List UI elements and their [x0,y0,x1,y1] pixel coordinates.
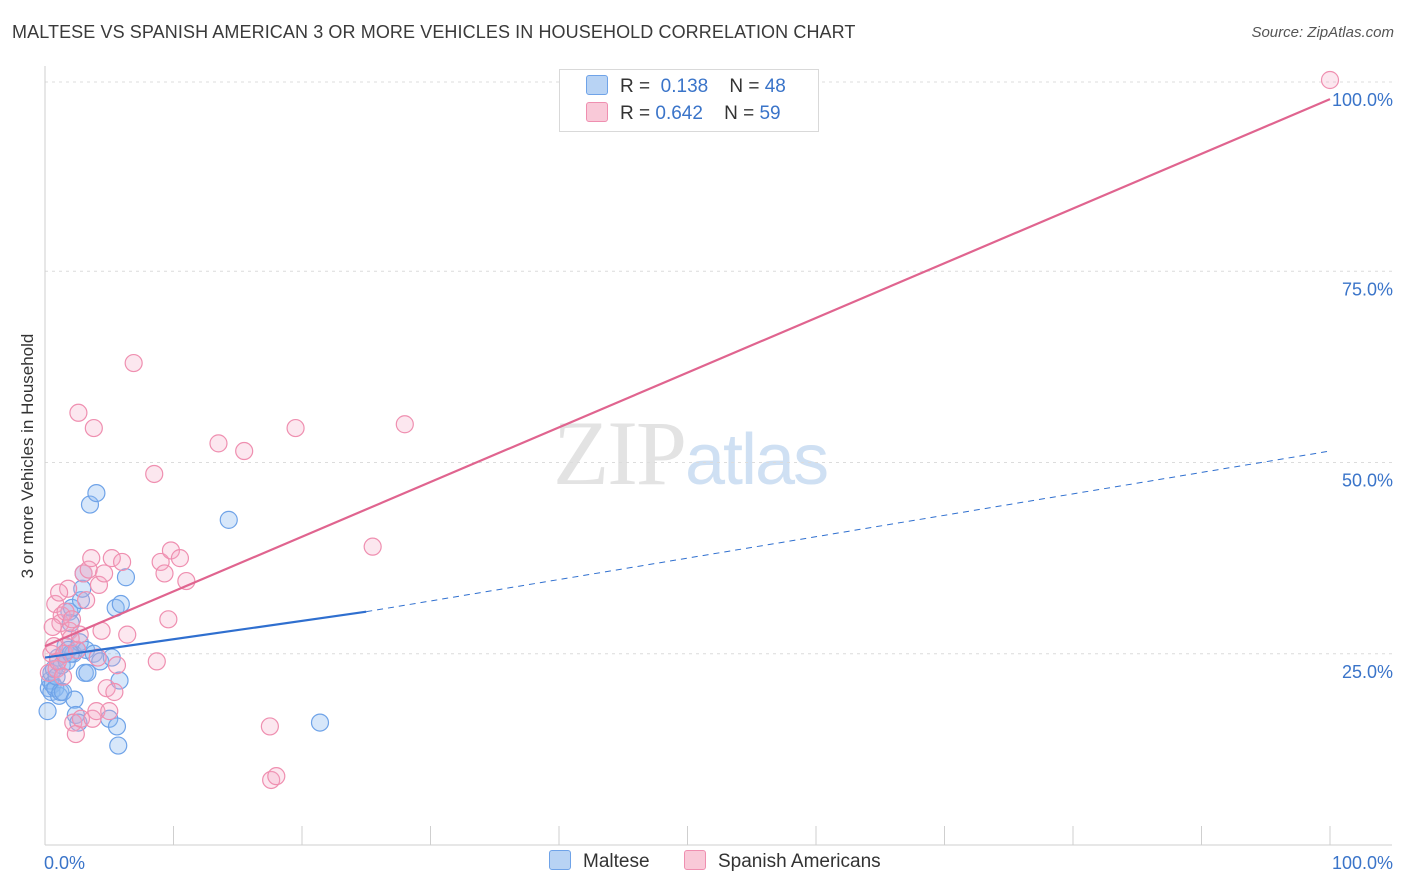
spanish-point [112,552,132,572]
legend: R = 0.138 N = 48 R = 0.642 N = 59 [559,69,819,132]
legend-row-maltese: R = 0.138 N = 48 [586,75,786,101]
legend-r-label: R = [620,76,651,97]
spanish-point [53,667,73,686]
spanish-point [170,549,190,568]
spanish-point [107,656,127,675]
watermark-zip: ZIP [553,402,687,504]
spanish-point [100,702,119,721]
watermark-atlas: atlas [685,420,829,500]
spanish-point [235,441,254,461]
spanish-point [59,579,78,598]
spanish-point [267,767,286,786]
spanish-point [1320,70,1340,90]
bottom-legend-swatch-maltese [549,850,571,870]
legend-n-label: N = [729,76,760,97]
source-label: Source: ZipAtlas.com [1251,24,1394,41]
spanish-point [68,640,87,660]
legend-r-label: R = [620,103,651,124]
y-tick-label: 75.0% [1342,279,1393,299]
legend-swatch-spanish [586,102,608,122]
y-tick-label: 25.0% [1342,662,1393,682]
spanish-point [145,464,164,484]
spanish-point [43,617,62,637]
maltese-trend-line [44,610,367,659]
maltese-point [111,594,130,614]
maltese-point [310,713,330,732]
spanish-point [363,537,382,556]
spanish-point [102,549,121,568]
bottom-legend-maltese: Maltese [549,850,650,873]
maltese-point [87,484,106,503]
legend-n-value: 59 [759,103,781,124]
watermark: ZIPatlas [553,400,829,506]
maltese-point [65,690,84,709]
spanish-point [159,610,178,629]
spanish-point [147,652,166,671]
spanish-point [95,564,114,583]
legend-swatch-maltese [586,75,608,95]
spanish-point [124,353,143,373]
spanish-point [77,591,96,610]
legend-r-value: 0.642 [655,103,703,124]
y-tick-label: 100.0% [1332,90,1393,110]
bottom-legend-spanish: Spanish Americans [684,850,881,873]
legend-n-label: N = [724,103,755,124]
spanish-trend-line [44,98,1331,648]
spanish-point [209,434,228,453]
legend-row-spanish: R = 0.642 N = 59 [586,102,781,128]
spanish-point [82,549,101,568]
maltese-point [116,568,136,587]
bottom-legend-swatch-spanish [684,850,706,870]
spanish-point [260,717,279,736]
legend-r-value: 0.138 [660,76,709,97]
x-tick-label-max: 100.0% [1332,853,1393,873]
chart-title: MALTESE VS SPANISH AMERICAN 3 OR MORE VE… [12,22,856,42]
spanish-point [286,418,305,438]
maltese-point [80,495,100,514]
bottom-legend-label-spanish: Spanish Americans [718,851,881,872]
spanish-point [89,575,109,595]
maltese-point [78,663,97,682]
y-tick-label: 50.0% [1342,471,1393,491]
spanish-point [177,571,196,591]
maltese-trend-extension [366,450,1331,613]
spanish-point [151,552,170,572]
spanish-point [87,702,106,721]
spanish-point [66,724,85,744]
spanish-point [84,418,103,438]
spanish-point [79,560,98,579]
maltese-point [109,736,128,755]
legend-n-value: 48 [764,76,786,97]
spanish-point [69,403,88,422]
x-tick-label-min: 0.0% [44,853,85,873]
maltese-point [107,717,127,736]
spanish-point [62,610,82,629]
bottom-legend-label-maltese: Maltese [583,851,650,872]
spanish-point [395,415,414,434]
spanish-point [118,625,137,644]
spanish-point [105,682,124,702]
maltese-point [71,591,91,610]
spanish-point [46,594,65,614]
y-axis-label: 3 or more Vehicles in Household [18,333,37,579]
spanish-point [155,564,174,583]
maltese-point [38,702,57,721]
maltese-point [219,510,238,529]
spanish-point [50,583,69,602]
